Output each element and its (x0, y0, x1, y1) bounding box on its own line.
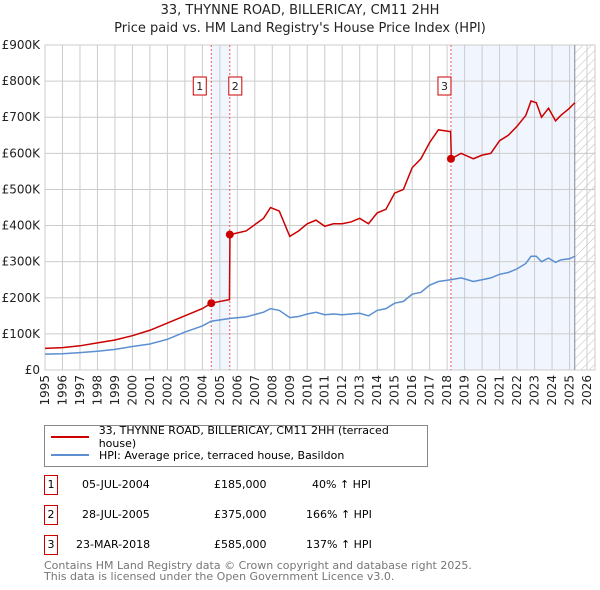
x-tick-label: 1997 (73, 375, 87, 406)
marker-badge: 2 (44, 505, 58, 525)
legend-label: 33, THYNNE ROAD, BILLERICAY, CM11 2HH (t… (98, 424, 389, 450)
price: £185,000 (214, 478, 267, 491)
y-tick-label: £200K (2, 291, 42, 305)
transaction-row: 1 05-JUL-2004 £185,000 40% ↑ HPI (44, 475, 444, 495)
x-tick-label: 2022 (510, 375, 524, 406)
sale-point (225, 230, 234, 239)
marker-badge: 3 (44, 535, 58, 555)
footer: Contains HM Land Registry data © Crown c… (44, 560, 472, 582)
x-tick-label: 2001 (143, 375, 157, 406)
legend: 33, THYNNE ROAD, BILLERICAY, CM11 2HH (t… (44, 424, 428, 467)
legend-swatch (51, 454, 89, 456)
x-tick-label: 2023 (528, 375, 542, 406)
x-tick-label: 2009 (283, 375, 297, 406)
x-tick-label: 2011 (318, 375, 332, 406)
y-tick-label: £900K (2, 38, 42, 52)
x-tick-label: 1995 (38, 375, 52, 406)
y-tick-label: £800K (2, 74, 42, 88)
x-tick-label: 2016 (405, 375, 419, 406)
date: 28-JUL-2005 (82, 508, 150, 521)
shaded-region (450, 45, 575, 370)
hpi-change: 166% ↑ HPI (306, 508, 372, 521)
x-tick-label: 2010 (300, 375, 314, 406)
sale-point (446, 154, 455, 163)
x-tick-label: 2015 (388, 375, 402, 406)
price: £585,000 (214, 538, 267, 551)
x-tick-label: 2007 (248, 375, 262, 406)
sale-badge (228, 76, 243, 96)
x-tick-label: 2004 (195, 375, 209, 406)
series-line (44, 255, 576, 355)
x-tick-label: 2002 (160, 375, 174, 406)
x-tick-label: 2017 (423, 375, 437, 406)
chart-title: 33, THYNNE ROAD, BILLERICAY, CM11 2HH (160, 3, 440, 18)
legend-swatch (51, 436, 89, 438)
sale-badge-label: 3 (441, 80, 448, 93)
hpi-change: 40% ↑ HPI (312, 478, 371, 491)
x-tick-label: 2014 (370, 375, 384, 406)
y-tick-label: £300K (2, 255, 42, 269)
shaded-region (211, 45, 230, 370)
x-tick-label: 1998 (90, 375, 104, 406)
x-tick-label: 2003 (178, 375, 192, 406)
sale-badge-label: 2 (232, 80, 239, 93)
x-tick-label: 1996 (55, 375, 69, 406)
forecast-hatch (574, 45, 595, 370)
hpi-change: 137% ↑ HPI (306, 538, 372, 551)
x-tick-label: 2018 (440, 375, 454, 406)
y-tick-label: £500K (2, 182, 42, 196)
legend-label: HPI: Average price, terraced house, Basi… (99, 448, 345, 462)
y-tick-label: £400K (2, 219, 42, 233)
price: £375,000 (214, 508, 267, 521)
x-tick-label: 2006 (230, 375, 244, 406)
x-tick-label: 2024 (545, 375, 559, 406)
transaction-row: 2 28-JUL-2005 £375,000 166% ↑ HPI (44, 505, 444, 525)
plot-border (44, 44, 596, 371)
x-tick-label: 2019 (458, 375, 472, 406)
y-tick-label: £0 (25, 363, 40, 377)
footer-line: Contains HM Land Registry data © Crown c… (44, 559, 472, 572)
x-tick-label: 2026 (580, 375, 594, 406)
sale-badge (437, 76, 452, 96)
x-tick-label: 2021 (493, 375, 507, 406)
x-tick-label: 2000 (125, 375, 139, 406)
y-tick-label: £700K (2, 110, 42, 124)
y-tick-label: £100K (2, 327, 42, 341)
x-tick-label: 2025 (563, 375, 577, 406)
x-tick-label: 2005 (213, 375, 227, 406)
sale-badge (192, 76, 207, 96)
y-tick-label: £600K (2, 146, 42, 160)
x-tick-label: 2020 (475, 375, 489, 406)
chart-subtitle: Price paid vs. HM Land Registry's House … (114, 21, 486, 36)
x-tick-label: 2012 (335, 375, 349, 406)
date: 05-JUL-2004 (82, 478, 150, 491)
transaction-row: 3 23-MAR-2018 £585,000 137% ↑ HPI (44, 535, 444, 555)
x-tick-label: 2008 (265, 375, 279, 406)
series-line (44, 100, 576, 350)
price-chart: £0 £100K £200K £300K £400K £500K £600K £700K £80… (2, 38, 596, 406)
legend-item-property: 33, THYNNE ROAD, BILLERICAY, CM11 2HH (t… (51, 424, 427, 450)
marker-badge: 1 (44, 475, 58, 495)
sale-badge-label: 1 (196, 80, 203, 93)
legend-item-hpi: HPI: Average price, terraced house, Basi… (51, 447, 344, 463)
sale-point (207, 299, 216, 308)
x-tick-label: 2013 (353, 375, 367, 406)
footer-line: This data is licensed under the Open Gov… (44, 570, 395, 583)
x-tick-label: 1999 (108, 375, 122, 406)
date: 23-MAR-2018 (76, 538, 151, 551)
